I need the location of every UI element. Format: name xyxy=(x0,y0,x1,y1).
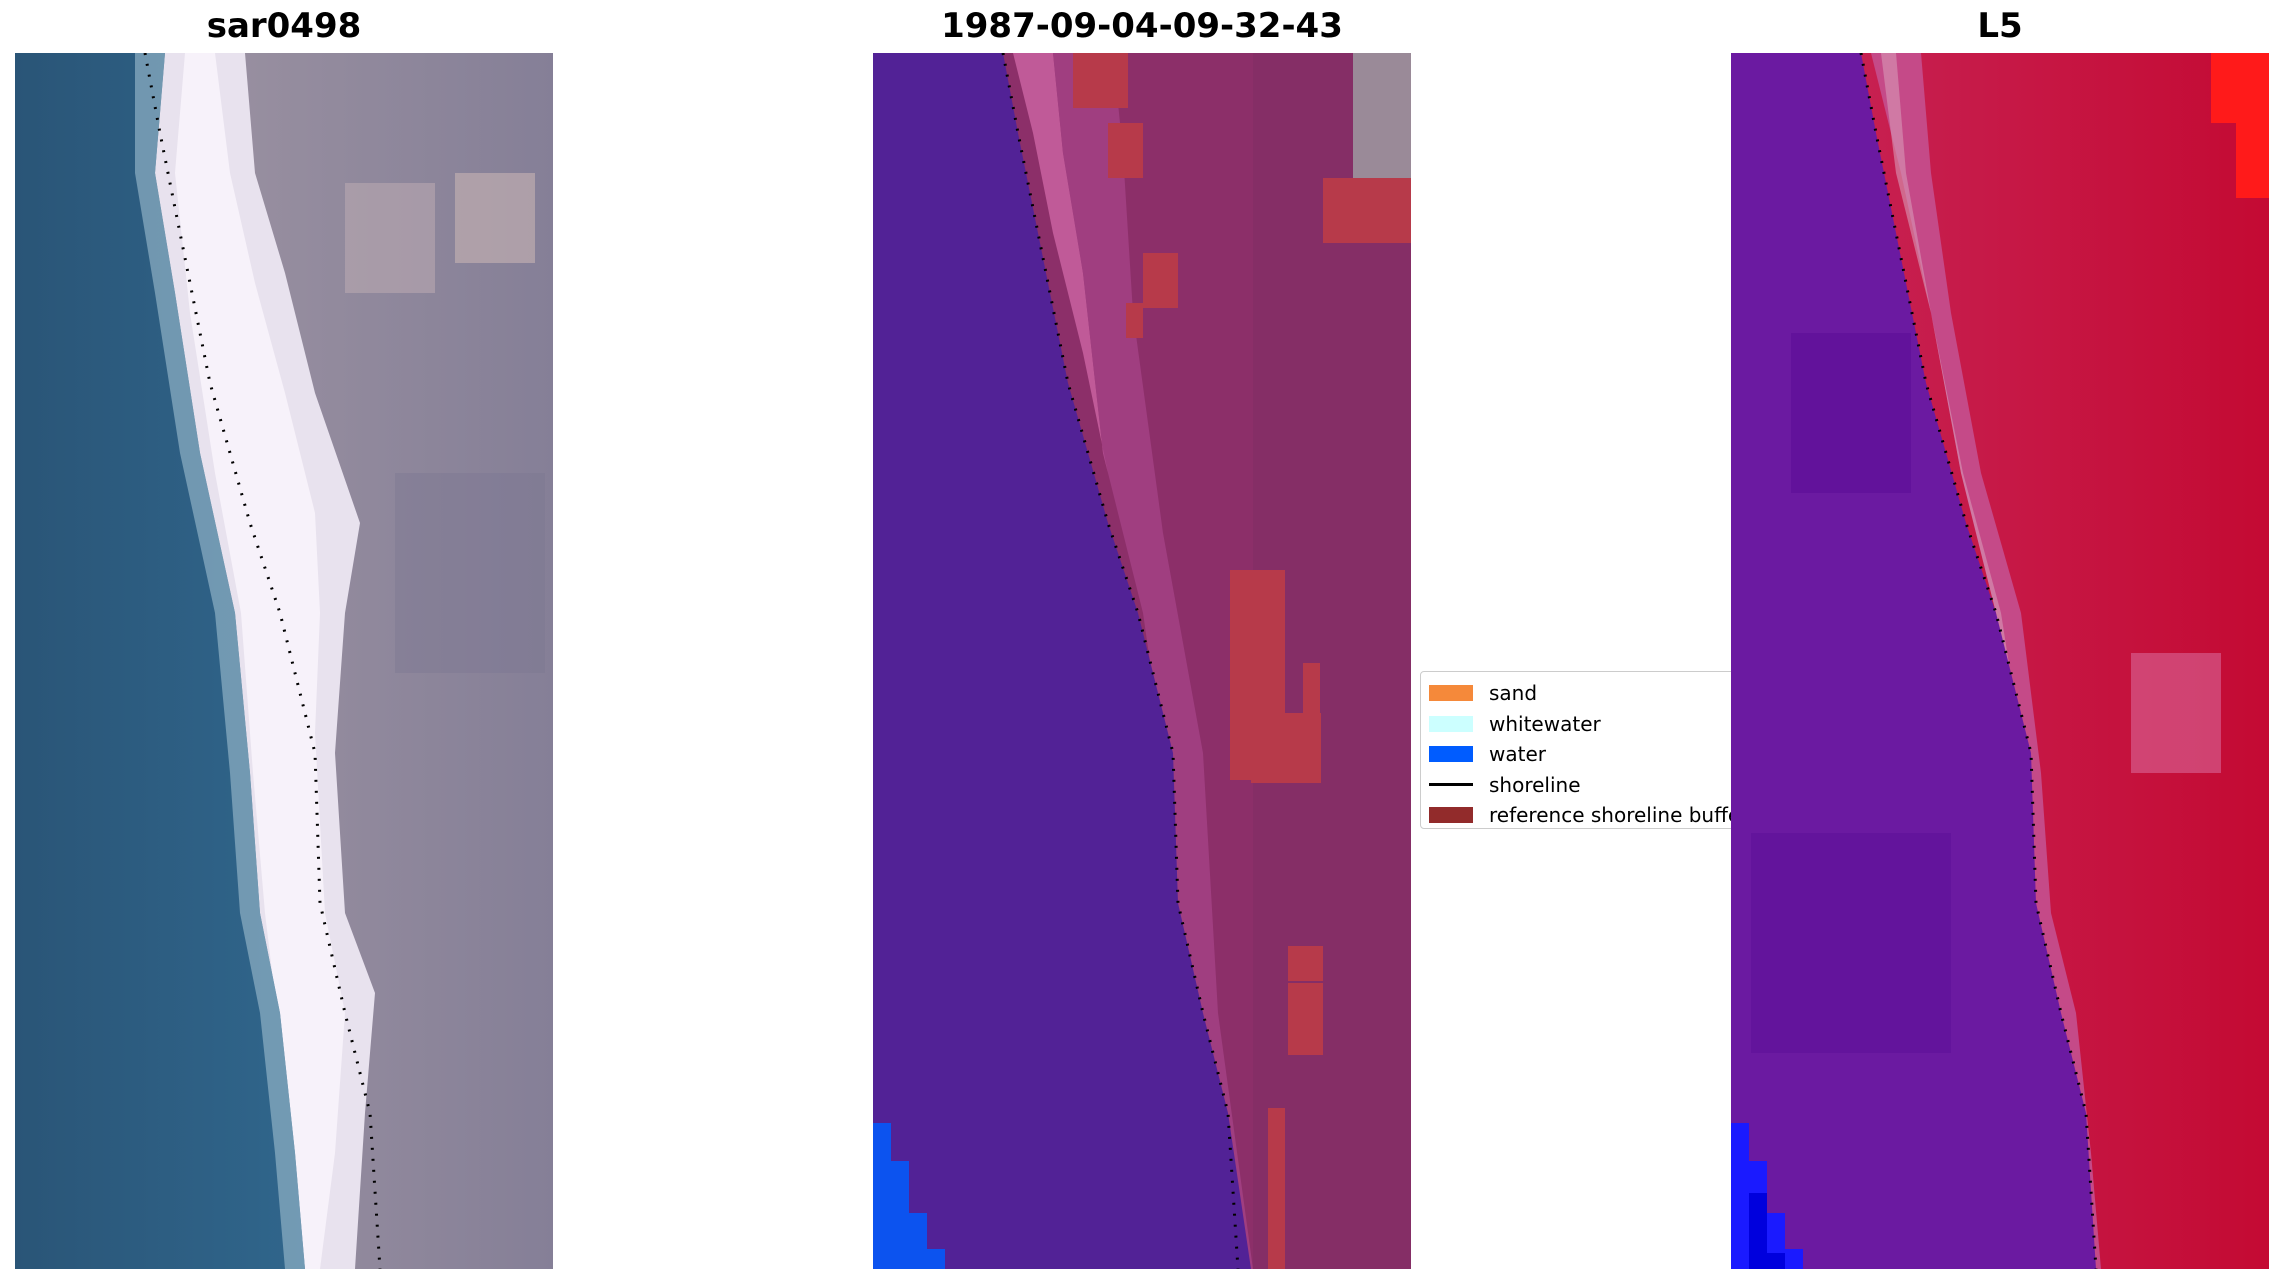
legend-item-sand: sand xyxy=(1429,678,1731,709)
panel-title-satellite: L5 xyxy=(1977,6,2023,46)
legend-label-whitewater: whitewater xyxy=(1489,711,1601,736)
legend-item-reference-buffer: reference shoreline buffer xyxy=(1429,800,1748,831)
panel-title-date: 1987-09-04-09-32-43 xyxy=(941,6,1343,46)
legend-swatch-whitewater xyxy=(1429,715,1473,732)
legend-swatch-water xyxy=(1429,746,1473,763)
legend-item-whitewater: whitewater xyxy=(1429,709,1731,740)
legend-item-water: water xyxy=(1429,739,1731,770)
legend-label-water: water xyxy=(1489,742,1546,767)
legend: sand whitewater water shoreline referenc… xyxy=(1420,671,1748,831)
legend-swatch-sand xyxy=(1429,685,1473,702)
panel-title-rgb: sar0498 xyxy=(206,6,362,46)
legend-item-shoreline: shoreline xyxy=(1429,770,1731,801)
legend-swatch-reference-buffer xyxy=(1429,807,1473,824)
index-image-panel xyxy=(1731,53,2269,1269)
classification-panel xyxy=(873,53,1411,1269)
legend-label-shoreline: shoreline xyxy=(1489,772,1581,797)
legend-label-sand: sand xyxy=(1489,681,1538,706)
legend-label-reference-buffer: reference shoreline buffer xyxy=(1489,803,1749,828)
legend-line-shoreline xyxy=(1429,783,1473,787)
rgb-image-panel xyxy=(15,53,553,1269)
